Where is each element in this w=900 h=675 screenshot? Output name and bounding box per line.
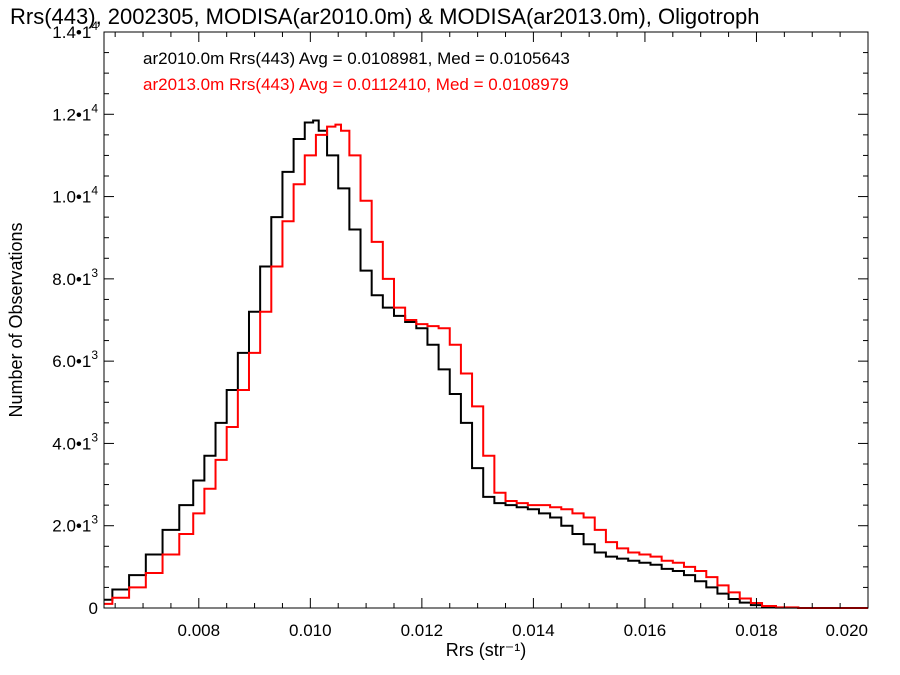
chart-title: Rrs(443), 2002305, MODISA(ar2010.0m) & M… bbox=[10, 4, 760, 29]
y-tick-label: 8.0•13 bbox=[52, 266, 98, 289]
series-line-ar2013 bbox=[104, 123, 868, 609]
y-tick-label: 6.0•13 bbox=[52, 348, 98, 371]
x-tick-label: 0.012 bbox=[401, 621, 444, 640]
x-tick-label: 0.008 bbox=[178, 621, 221, 640]
legend-entry-ar2010: ar2010.0m Rrs(443) Avg = 0.0108981, Med … bbox=[143, 49, 570, 68]
x-tick-label: 0.010 bbox=[289, 621, 332, 640]
y-tick-label: 1.2•14 bbox=[52, 101, 98, 124]
y-tick-label: 1.4•14 bbox=[52, 19, 98, 42]
y-tick-label: 1.0•14 bbox=[52, 184, 98, 207]
plot-frame bbox=[103, 31, 869, 609]
series-line-ar2010 bbox=[104, 119, 868, 609]
x-tick-label: 0.018 bbox=[735, 621, 778, 640]
x-axis-ticks: 0.008 0.010 0.012 0.014 0.016 0.018 0.020 bbox=[114, 32, 869, 640]
x-axis-label: Rrs (str⁻¹) bbox=[446, 640, 526, 660]
x-tick-label: 0.016 bbox=[624, 621, 667, 640]
y-tick-label: 0 bbox=[89, 599, 98, 618]
y-tick-label: 2.0•13 bbox=[52, 513, 98, 536]
series-layer bbox=[104, 119, 868, 609]
y-axis-label: Number of Observations bbox=[6, 222, 26, 417]
y-axis-ticks: 0 2.0•13 4.0•13 6.0•13 8.0•13 1.0•14 1.2•14 1.4… bbox=[52, 19, 868, 618]
legend: ar2010.0m Rrs(443) Avg = 0.0108981, Med … bbox=[143, 49, 570, 94]
x-tick-label: 0.020 bbox=[825, 621, 868, 640]
legend-entry-ar2013: ar2013.0m Rrs(443) Avg = 0.0112410, Med … bbox=[143, 75, 569, 94]
x-tick-label: 0.014 bbox=[512, 621, 555, 640]
y-tick-label: 4.0•13 bbox=[52, 430, 98, 453]
